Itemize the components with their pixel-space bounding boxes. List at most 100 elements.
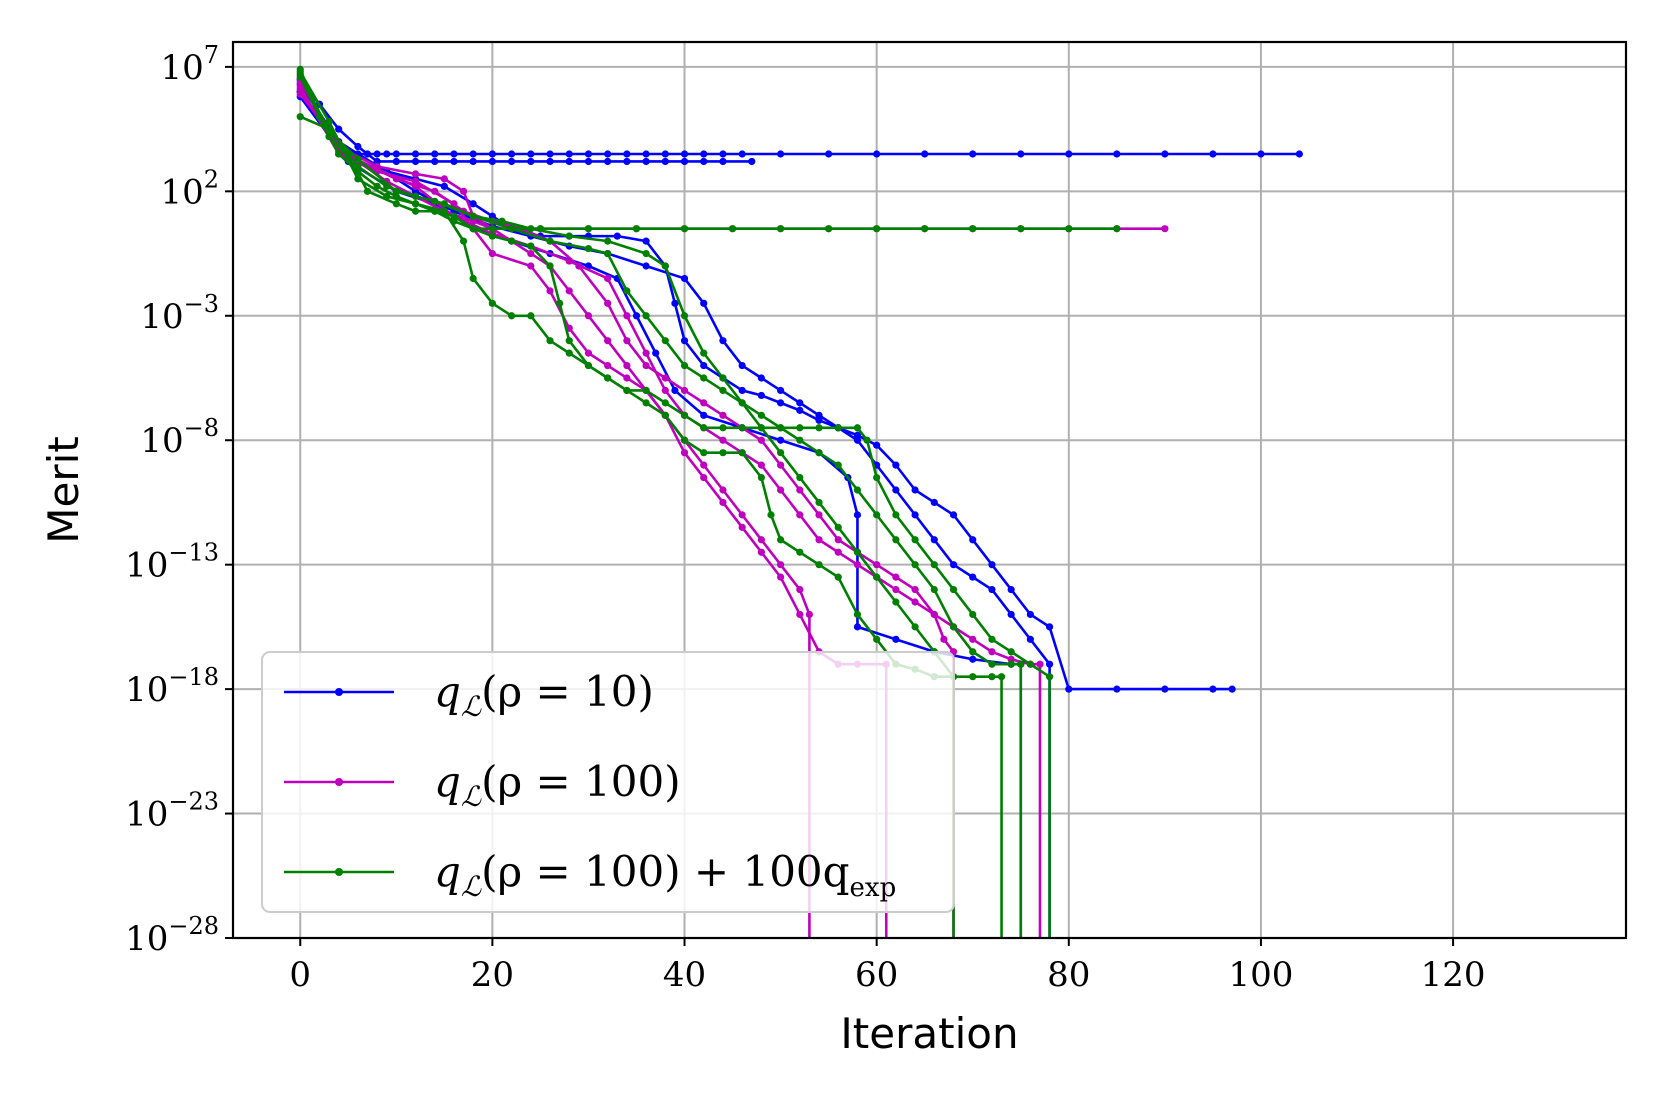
y-tick-label: 102 bbox=[160, 165, 219, 212]
series-point bbox=[719, 486, 727, 494]
series-point bbox=[815, 536, 823, 544]
series-point bbox=[623, 150, 631, 158]
series-point bbox=[873, 573, 881, 581]
series-point bbox=[853, 424, 862, 432]
series-line bbox=[299, 78, 811, 938]
series-point bbox=[911, 536, 919, 544]
series-point bbox=[296, 73, 304, 81]
series-point bbox=[969, 150, 977, 158]
y-tick-label: 107 bbox=[160, 41, 219, 88]
series-point bbox=[411, 150, 420, 158]
series-point bbox=[556, 299, 564, 307]
series-point bbox=[661, 411, 669, 419]
series-point bbox=[776, 561, 785, 569]
series-point bbox=[853, 548, 862, 556]
legend: qℒ(ρ = 10) qℒ(ρ = 100) qℒ(ρ = 100) + 100qe… bbox=[261, 651, 955, 913]
series-point bbox=[700, 374, 708, 382]
series-point bbox=[796, 406, 804, 414]
series-point bbox=[392, 157, 400, 166]
series-point bbox=[796, 436, 804, 444]
series-point bbox=[700, 349, 708, 357]
series-point bbox=[1045, 660, 1054, 668]
series-point bbox=[988, 561, 996, 569]
series-point bbox=[680, 274, 689, 283]
series-point bbox=[1065, 150, 1073, 158]
series-point bbox=[700, 299, 708, 307]
series-point bbox=[527, 249, 535, 258]
series-point bbox=[661, 262, 669, 270]
series-point bbox=[949, 511, 958, 519]
y-axis-title: Merit bbox=[39, 436, 88, 543]
series-point bbox=[411, 200, 420, 208]
series-point bbox=[680, 436, 689, 444]
series-point bbox=[796, 548, 804, 556]
series-point bbox=[565, 337, 573, 345]
series-point bbox=[1017, 225, 1025, 233]
series-point bbox=[796, 486, 804, 494]
series-point bbox=[565, 257, 573, 265]
series-point bbox=[1007, 648, 1015, 656]
series-point bbox=[757, 536, 765, 544]
series-green bbox=[296, 73, 958, 938]
series-point bbox=[930, 610, 938, 619]
series-point bbox=[546, 237, 554, 245]
series-point bbox=[892, 536, 900, 544]
series-point bbox=[921, 225, 929, 233]
series-point bbox=[527, 262, 535, 270]
series-point bbox=[719, 374, 727, 382]
x-tick-label: 40 bbox=[663, 955, 706, 995]
legend-marker bbox=[335, 868, 343, 876]
series-point bbox=[757, 461, 765, 469]
series-point bbox=[604, 374, 612, 382]
series-point bbox=[508, 312, 516, 320]
series-point bbox=[584, 150, 593, 158]
series-point bbox=[604, 249, 612, 258]
series-point bbox=[728, 225, 737, 233]
series-point bbox=[873, 473, 881, 482]
series-point bbox=[440, 200, 448, 208]
series-point bbox=[776, 225, 785, 233]
series-point bbox=[873, 511, 881, 519]
series-point bbox=[488, 249, 496, 258]
series-point bbox=[450, 212, 458, 220]
series-point bbox=[815, 511, 823, 519]
series-point bbox=[565, 150, 573, 158]
series-point bbox=[1065, 685, 1073, 693]
series-point bbox=[671, 299, 679, 307]
series-point bbox=[431, 150, 439, 158]
series-point bbox=[604, 150, 612, 158]
series-point bbox=[488, 150, 496, 158]
series-point bbox=[776, 424, 785, 432]
series-point bbox=[930, 536, 938, 544]
series-point bbox=[469, 212, 477, 220]
series-point bbox=[719, 436, 727, 444]
series-point bbox=[661, 157, 669, 166]
series-point bbox=[719, 150, 727, 158]
series-point bbox=[652, 349, 660, 357]
series-point bbox=[623, 361, 631, 370]
series-point bbox=[892, 461, 900, 469]
series-point bbox=[911, 561, 919, 569]
series-point bbox=[969, 573, 977, 581]
series-point bbox=[604, 274, 612, 283]
series-point bbox=[1026, 660, 1034, 668]
series-point bbox=[969, 536, 977, 544]
series-point bbox=[680, 361, 689, 370]
series-point bbox=[757, 424, 765, 432]
series-point bbox=[757, 548, 765, 556]
series-point bbox=[796, 585, 804, 594]
series-line bbox=[299, 71, 1051, 938]
series-point bbox=[469, 157, 477, 166]
series-point bbox=[997, 673, 1006, 681]
series-point bbox=[1007, 610, 1015, 619]
series-point bbox=[469, 274, 477, 283]
series-point bbox=[431, 157, 439, 166]
series-point bbox=[892, 573, 900, 581]
series-point bbox=[604, 337, 612, 345]
series-point bbox=[853, 623, 862, 631]
series-point bbox=[853, 511, 862, 519]
series-point bbox=[411, 207, 420, 215]
series-point bbox=[1017, 660, 1025, 668]
series-point bbox=[488, 225, 496, 233]
